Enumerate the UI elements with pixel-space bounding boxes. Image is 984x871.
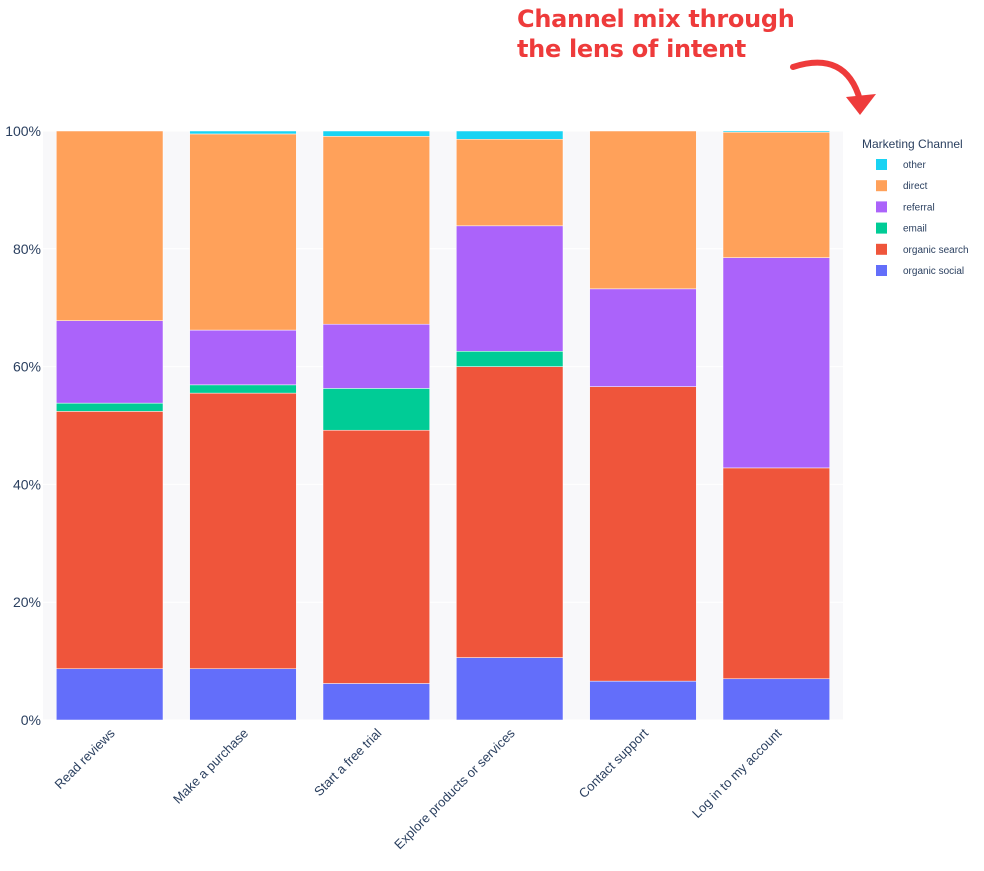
bar-segment-referral xyxy=(56,320,164,404)
legend-swatch xyxy=(876,265,887,276)
bar-segment-referral xyxy=(722,257,830,469)
bar-segment-organic-search xyxy=(589,386,697,682)
bar-segment-other xyxy=(322,130,430,137)
annotation-line-2: the lens of intent xyxy=(517,35,746,63)
chart-annotation: Channel mix through the lens of intent xyxy=(517,4,847,64)
annotation-line-1: Channel mix through xyxy=(517,5,795,33)
annotation-arrowhead-icon xyxy=(846,94,876,115)
y-tick-label: 40% xyxy=(13,476,41,492)
bar-segment-organic-search xyxy=(722,467,830,680)
bar-segment-organic-social xyxy=(589,680,697,721)
legend-item-organic-social: organic social xyxy=(903,266,964,277)
bar-segment-email xyxy=(56,402,164,412)
bar-segment-other xyxy=(456,130,564,140)
bar-segment-direct xyxy=(189,133,297,331)
bar-segment-organic-social xyxy=(322,683,430,721)
bar-segment-referral xyxy=(456,225,564,352)
bar-segment-direct xyxy=(589,130,697,290)
bar-segment-referral xyxy=(189,329,297,386)
bar-segment-referral xyxy=(589,288,697,387)
legend-item-direct: direct xyxy=(903,181,928,192)
bar-segment-other xyxy=(722,130,830,133)
legend-swatch xyxy=(876,222,887,234)
legend: Marketing Channel other direct referral emai… xyxy=(862,137,969,277)
bar-segment-organic-social xyxy=(722,678,830,721)
x-tick-label: Read reviews xyxy=(51,725,118,792)
legend-swatch xyxy=(876,201,887,213)
legend-item-referral: referral xyxy=(903,202,935,213)
annotation-arrow-icon xyxy=(790,59,863,103)
gridlines xyxy=(43,130,843,721)
bar-segment-direct xyxy=(56,130,164,321)
bar-segment-other xyxy=(189,130,297,135)
bar-segment-organic-search xyxy=(56,411,164,670)
bars xyxy=(56,130,830,721)
bar-segment-direct xyxy=(322,136,430,325)
x-axis: Read reviews Make a purchase Start a free … xyxy=(51,725,784,852)
legend-title: Marketing Channel xyxy=(862,137,963,151)
x-tick-label: Contact support xyxy=(576,725,652,801)
bar-segment-organic-social xyxy=(56,668,164,721)
y-tick-label: 20% xyxy=(13,594,41,610)
bar-segment-email xyxy=(456,351,564,367)
x-tick-label: Explore products or services xyxy=(391,725,518,852)
bar-segment-direct xyxy=(722,131,830,258)
bar-segment-referral xyxy=(322,323,430,389)
bar-segment-organic-search xyxy=(322,429,430,684)
x-tick-label: Log in to my account xyxy=(689,725,785,821)
bar-segment-organic-search xyxy=(456,366,564,658)
y-tick-label: 60% xyxy=(13,359,41,375)
y-tick-label: 0% xyxy=(21,712,41,728)
legend-item-organic-search: organic search xyxy=(903,245,969,256)
y-tick-label: 100% xyxy=(5,123,41,139)
y-tick-label: 80% xyxy=(13,241,41,257)
legend-swatch xyxy=(876,180,887,192)
bar-segment-email xyxy=(322,388,430,431)
x-tick-label: Make a purchase xyxy=(170,726,251,807)
y-axis: 0% 20% 40% 60% 80% 100% xyxy=(5,123,41,728)
x-tick-label: Start a free trial xyxy=(311,725,385,799)
legend-item-email: email xyxy=(903,224,927,235)
legend-item-other: other xyxy=(903,160,926,171)
plot-area xyxy=(43,131,843,720)
bar-segment-direct xyxy=(456,138,564,227)
legend-swatch xyxy=(876,159,887,170)
legend-swatch xyxy=(876,243,887,255)
bar-segment-email xyxy=(189,384,297,394)
bar-segment-organic-search xyxy=(189,392,297,670)
bar-segment-organic-social xyxy=(189,668,297,721)
bar-segment-organic-social xyxy=(456,657,564,721)
